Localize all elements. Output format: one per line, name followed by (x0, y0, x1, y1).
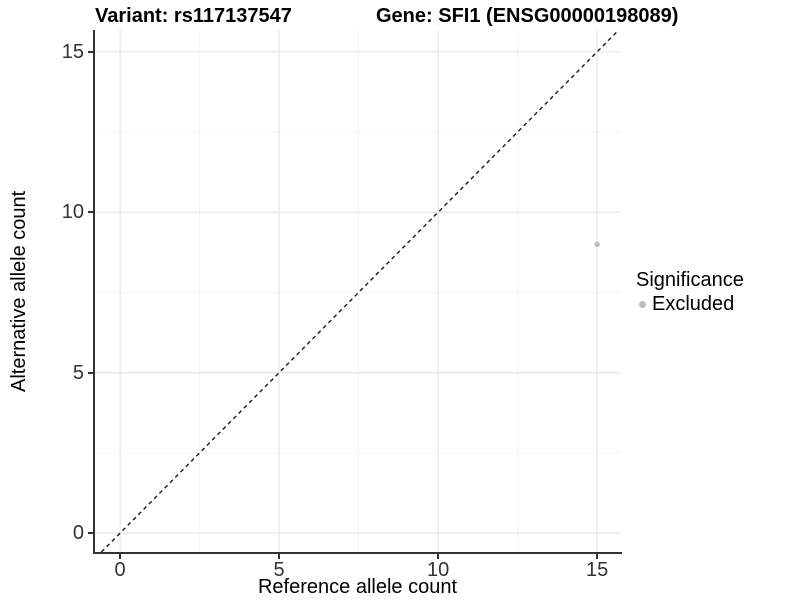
plot-title-gene: Gene: SFI1 (ENSG00000198089) (376, 5, 679, 27)
y-tick-mark (88, 50, 93, 53)
x-axis-title: Reference allele count (257, 576, 457, 598)
legend-item-excluded: Excluded (639, 293, 744, 316)
x-axis-line (93, 552, 622, 554)
x-tick-label: 15 (585, 559, 609, 581)
legend-title: Significance (636, 269, 744, 291)
x-tick-label: 5 (273, 559, 285, 581)
x-tick-mark (119, 554, 122, 559)
y-tick-mark (88, 371, 93, 374)
y-axis-line (93, 30, 95, 554)
x-tick-label: 10 (426, 559, 450, 581)
legend-key-point-icon (639, 301, 646, 308)
x-tick-label: 0 (114, 559, 126, 581)
plot-title-variant: Variant: rs117137547 (95, 5, 292, 27)
plot-panel (95, 29, 620, 553)
x-axis: 0 5 10 15 (95, 554, 620, 596)
y-tick-label: 15 (61, 40, 84, 63)
y-axis-title: Alternative allele count (8, 190, 30, 392)
y-tick-mark (88, 532, 93, 535)
y-tick-label: 10 (61, 201, 84, 224)
y-tick-mark (88, 211, 93, 214)
legend: Significance Excluded (636, 269, 744, 316)
y-axis: 0 5 10 15 (0, 30, 93, 552)
y-tick-label: 0 (72, 522, 84, 545)
legend-item-label: Excluded (652, 293, 735, 315)
y-tick-label: 5 (72, 361, 84, 384)
plot-canvas (95, 29, 620, 553)
x-tick-mark (278, 554, 281, 559)
x-tick-mark (437, 554, 440, 559)
identity-dashed-line (100, 29, 620, 553)
x-tick-mark (596, 554, 599, 559)
data-point (594, 241, 600, 248)
